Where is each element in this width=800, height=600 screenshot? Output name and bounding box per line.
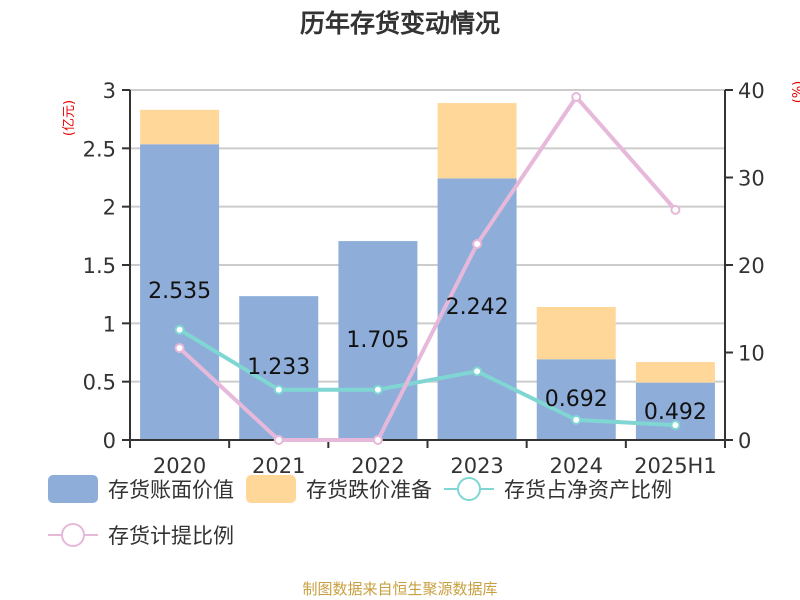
left-axis-tick-label: 2.5 [83,137,116,161]
bar-value-label: 2.242 [446,295,509,320]
bar-book-value [437,178,517,440]
line-provision-ratio-point [571,92,582,102]
x-axis-tick-label: 2023 [450,454,503,478]
legend-label: 存货账面价值 [108,478,234,502]
line-provision-ratio [178,93,677,442]
left-axis-tick-label: 0.5 [83,371,116,395]
right-axis-tick-label: 40 [738,79,765,103]
bar-impairment [140,109,220,145]
left-axis-tick-label: 1 [103,312,116,336]
bar-book-value [140,144,220,440]
left-axis-tick-label: 2 [103,196,116,220]
line-net-asset-ratio [178,328,676,428]
line-net-asset-ratio-point [571,414,582,425]
line-net-asset-ratio-point [273,384,284,395]
left-axis-tick-label: 1.5 [83,254,116,278]
line-provision-ratio-point [372,435,383,445]
bar-value-label: 2.535 [148,279,211,304]
left-axis-tick-label: 0 [103,429,116,453]
line-provision-ratio-point [670,204,681,215]
line-provision-ratio-point [273,435,284,445]
bar-value-label: 1.705 [346,328,409,353]
legend-swatch-icon [48,475,98,503]
right-axis-tick-label: 10 [738,342,765,366]
left-axis-unit-label: (亿元) [62,100,77,136]
bar-impairment [536,307,616,360]
bar-value-label: 1.233 [247,355,310,380]
x-axis-tick-label: 2020 [153,454,206,478]
line-net-asset-ratio-point [174,324,185,335]
bar-value-label: 0.692 [545,387,608,412]
legend-item[interactable]: 存货跌价准备 [246,472,432,506]
line-net-asset-ratio-point [372,384,383,395]
legend-line-marker-icon [444,475,494,503]
legend-item[interactable]: 存货账面价值 [48,472,234,506]
x-axis-tick-label: 2025H1 [634,454,717,478]
legend-label: 存货跌价准备 [306,478,432,502]
line-net-asset-ratio-point [472,366,483,377]
legend-label: 存货占净资产比例 [504,478,672,502]
right-axis-unit-label: (%) [791,81,800,104]
right-axis-tick-label: 30 [738,167,765,191]
legend-line-marker-icon [48,521,98,549]
legend-item[interactable]: 存货计提比例 [48,518,234,552]
line-net-asset-ratio-point [670,420,681,431]
x-axis-tick-label: 2022 [351,454,404,478]
bar-book-value [338,241,418,440]
bar-book-value [536,359,616,440]
chart-legend: 存货账面价值 存货跌价准备 存货占净资产比例存货计提比例 [48,472,788,564]
line-provision-ratio-point [174,343,185,354]
chart-title: 历年存货变动情况 [299,9,500,38]
bar-book-value [635,382,715,440]
line-provision-ratio-point [472,239,483,249]
left-axis-tick-label: 3 [103,79,116,103]
legend-item[interactable]: 存货占净资产比例 [444,472,672,506]
right-axis-tick-label: 0 [738,429,751,453]
bar-impairment [635,362,715,383]
legend-swatch-icon [246,475,296,503]
data-source-note: 制图数据来自恒生聚源数据库 [302,580,498,598]
bar-value-label: 0.492 [644,400,707,425]
right-axis-tick-label: 20 [738,254,765,278]
bar-impairment [437,103,517,179]
x-axis-tick-label: 2024 [550,454,603,478]
legend-label: 存货计提比例 [108,524,234,548]
x-axis-tick-label: 2021 [252,454,305,478]
